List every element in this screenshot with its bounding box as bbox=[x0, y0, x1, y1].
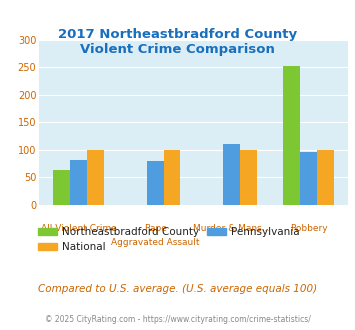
Bar bbox=[53, 170, 70, 205]
Text: Robbery: Robbery bbox=[290, 224, 327, 233]
Bar bbox=[240, 149, 257, 205]
Legend: Northeastbradford County, National, Pennsylvania: Northeastbradford County, National, Penn… bbox=[34, 223, 304, 256]
Bar bbox=[87, 149, 104, 205]
Bar bbox=[283, 66, 300, 205]
Bar bbox=[164, 149, 180, 205]
Text: 2017 Northeastbradford County
Violent Crime Comparison: 2017 Northeastbradford County Violent Cr… bbox=[58, 28, 297, 56]
Text: Murder & Mans...: Murder & Mans... bbox=[193, 224, 271, 233]
Bar bbox=[223, 144, 240, 205]
Bar bbox=[70, 159, 87, 205]
Text: Rape: Rape bbox=[144, 224, 166, 233]
Bar bbox=[317, 149, 334, 205]
Bar bbox=[147, 161, 164, 205]
Text: All Violent Crime: All Violent Crime bbox=[40, 224, 116, 233]
Text: Aggravated Assault: Aggravated Assault bbox=[111, 238, 200, 247]
Text: © 2025 CityRating.com - https://www.cityrating.com/crime-statistics/: © 2025 CityRating.com - https://www.city… bbox=[45, 315, 310, 324]
Bar bbox=[300, 152, 317, 205]
Text: Compared to U.S. average. (U.S. average equals 100): Compared to U.S. average. (U.S. average … bbox=[38, 284, 317, 294]
